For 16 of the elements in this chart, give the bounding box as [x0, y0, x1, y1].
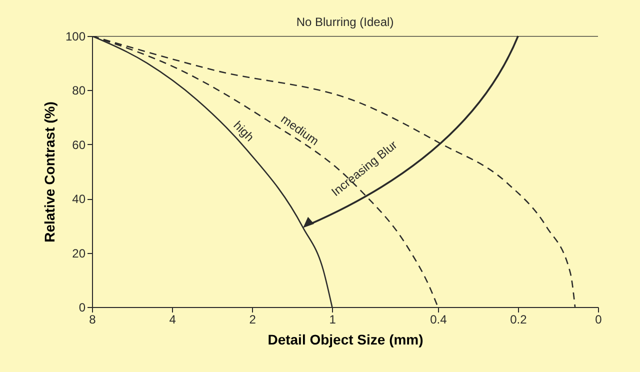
x-tick-label: 4 [169, 312, 176, 326]
series-label: No Blurring (Ideal) [296, 15, 394, 29]
x-tick-label: 0.2 [510, 312, 528, 326]
x-tick-label: 0.4 [430, 312, 448, 326]
x-tick-label: 0 [595, 312, 602, 326]
x-tick-label: 2 [249, 312, 256, 326]
x-tick-label: 1 [329, 312, 336, 326]
y-tick-label: 40 [72, 192, 86, 206]
y-tick-label: 0 [78, 300, 86, 314]
y-tick-label: 60 [72, 138, 86, 152]
y-axis-title: Relative Contrast (%) [41, 102, 58, 242]
y-tick-label: 100 [65, 30, 86, 44]
x-tick-label: 8 [89, 312, 96, 326]
y-tick-label: 20 [72, 246, 86, 260]
y-tick-label: 80 [72, 84, 86, 98]
x-axis-title: Detail Object Size (mm) [268, 332, 424, 348]
